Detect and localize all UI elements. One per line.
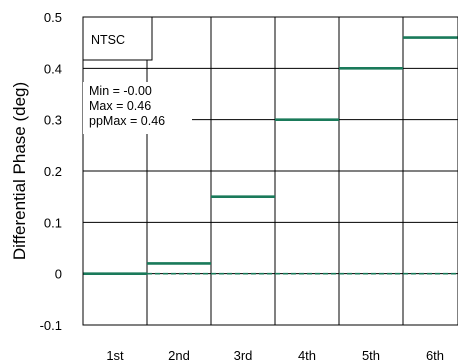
y-tick-label: 0.1 [44, 215, 62, 230]
y-tick-label: 0.2 [44, 164, 62, 179]
x-tick-label: 2nd [168, 348, 190, 363]
annotation-min: Min = -0.00 [89, 84, 152, 98]
y-tick-label: 0.3 [44, 113, 62, 128]
y-tick-label: 0 [55, 267, 62, 282]
y-tick-label: 0.5 [44, 10, 62, 25]
x-tick-labels: 1st 2nd 3rd 4th 5th 6th [106, 348, 444, 363]
annotation-box-ntsc [82, 16, 153, 61]
y-tick-labels: 0.5 0.4 0.3 0.2 0.1 0 -0.1 [40, 10, 62, 333]
y-tick-label: 0.4 [44, 61, 62, 76]
y-tick-label: -0.1 [40, 318, 62, 333]
annotation-max: Max = 0.46 [89, 99, 151, 113]
x-tick-label: 4th [298, 348, 316, 363]
plot-frame [82, 16, 458, 326]
x-tick-label: 1st [106, 348, 124, 363]
x-tick-label: 5th [362, 348, 380, 363]
annotation-ppmax: ppMax = 0.46 [89, 114, 165, 128]
grid-lines [83, 17, 458, 325]
series-group [83, 36, 458, 275]
annotation-ntsc: NTSC [91, 33, 125, 47]
x-tick-label: 3rd [234, 348, 253, 363]
x-tick-label: 6th [426, 348, 444, 363]
y-axis-label: Differential Phase (deg) [10, 82, 29, 260]
annotation-box-stats [83, 82, 192, 134]
